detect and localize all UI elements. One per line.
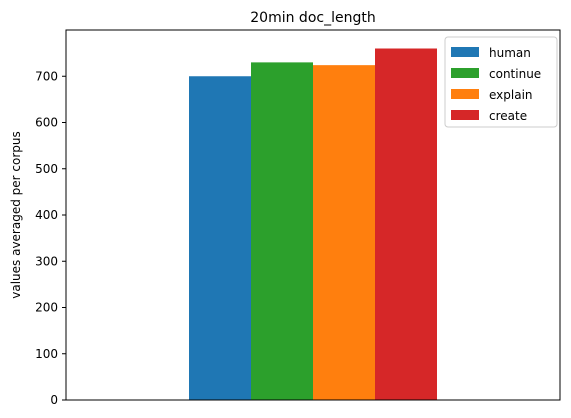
- legend-swatch-human: [451, 47, 479, 57]
- legend-label-create: create: [489, 109, 527, 123]
- legend-label-continue: continue: [489, 67, 541, 81]
- bar-create: [375, 48, 437, 400]
- bar-human: [189, 76, 251, 400]
- y-tick-label: 300: [35, 254, 58, 268]
- y-tick-label: 100: [35, 347, 58, 361]
- y-tick-label: 200: [35, 301, 58, 315]
- chart-title: 20min doc_length: [250, 10, 375, 26]
- plot-frame: [65, 29, 561, 401]
- y-tick-label: 400: [35, 208, 58, 222]
- y-axis: 0 100 200 300 400 500 600 700: [35, 69, 66, 407]
- legend-swatch-explain: [451, 89, 479, 99]
- legend-label-human: human: [489, 46, 531, 60]
- legend-label-explain: explain: [489, 88, 533, 102]
- bar-continue: [251, 62, 313, 400]
- y-axis-label: values averaged per corpus: [9, 131, 23, 299]
- legend-swatch-continue: [451, 68, 479, 78]
- y-tick-label: 500: [35, 162, 58, 176]
- y-tick-label: 700: [35, 69, 58, 83]
- bars-group: [189, 48, 437, 401]
- legend-swatch-create: [451, 110, 479, 120]
- legend-box: [444, 36, 558, 128]
- y-tick-label: 600: [35, 116, 58, 130]
- bar-explain: [313, 65, 375, 401]
- y-tick-label: 0: [50, 393, 58, 407]
- legend: human continue explain create: [444, 36, 558, 128]
